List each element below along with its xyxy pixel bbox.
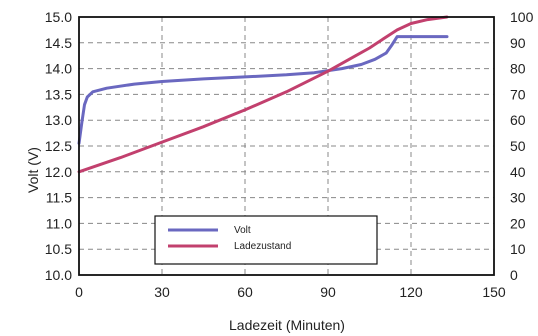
y-tick-label-left: 10.0 [45,267,72,283]
x-tick-label: 30 [154,284,170,300]
grid [79,17,494,275]
y-tick-label-right: 20 [510,215,526,231]
y-tick-label-left: 13.0 [45,112,72,128]
plot-area [78,16,495,276]
x-axis-title: Ladezeit (Minuten) [229,317,345,333]
y-tick-label-left: 13.5 [45,86,72,102]
x-tick-label: 0 [75,284,83,300]
y-tick-label-right: 50 [510,138,526,154]
y-axis-title: Volt (V) [25,147,41,193]
x-tick-label: 60 [237,284,253,300]
x-tick-label: 150 [482,284,506,300]
x-tick-label: 120 [399,284,423,300]
series-group [77,15,449,174]
y-tick-label-right: 0 [510,267,518,283]
series-line-ladezustand [77,15,449,174]
y-tick-label-left: 10.5 [45,241,72,257]
y-tick-label-right: 90 [510,35,526,51]
x-axis-ticks: 0 30 60 90 120 150 [75,284,506,300]
y-tick-label-right: 100 [510,9,534,25]
y-tick-label-right: 80 [510,61,526,77]
x-tick-label: 90 [320,284,336,300]
y-tick-label-left: 12.0 [45,164,72,180]
y-axis-left-ticks: 10.0 10.5 11.0 11.5 12.0 12.5 13.0 13.5 14.0 14.5… [45,9,72,283]
y-tick-label-left: 14.5 [45,35,72,51]
series-line-volt [77,35,449,145]
y-tick-label-right: 60 [510,112,526,128]
y-tick-label-right: 40 [510,164,526,180]
legend-box [154,215,378,265]
y-tick-label-left: 11.5 [46,190,72,206]
legend: Volt Ladezustand [154,215,378,265]
y-tick-label-left: 12.5 [45,138,72,154]
legend-label-ladezustand: Ladezustand [234,241,291,252]
y-tick-label-left: 11.0 [46,215,72,231]
y-tick-label-right: 10 [510,241,526,257]
y-tick-label-right: 30 [510,190,526,206]
y-tick-label-right: 70 [510,86,526,102]
y-tick-label-left: 14.0 [45,61,72,77]
legend-label-volt: Volt [234,225,251,236]
y-tick-label-left: 15.0 [45,9,72,25]
y-axis-right-ticks: 0 10 20 30 40 50 60 70 80 90 100 [510,9,534,283]
